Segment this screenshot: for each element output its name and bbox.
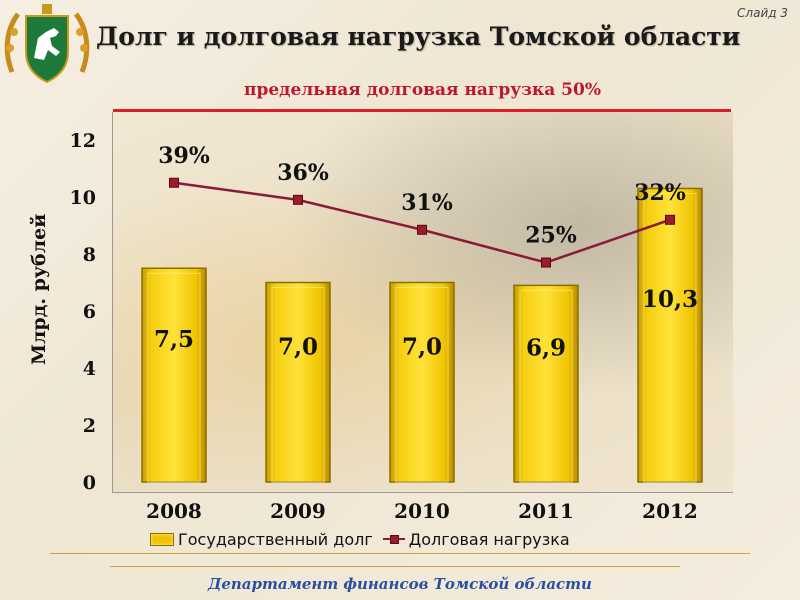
y-tick-label: 4 bbox=[83, 358, 96, 380]
debt-limit-line bbox=[113, 109, 731, 112]
debt-limit-text: предельная долговая нагрузка 50% bbox=[244, 80, 601, 100]
bar-inner-highlight bbox=[395, 287, 449, 483]
bar-value-label: 7,5 bbox=[154, 326, 194, 353]
load-marker bbox=[417, 224, 427, 235]
y-tick-label: 6 bbox=[83, 301, 96, 323]
y-tick-label: 8 bbox=[83, 244, 96, 266]
slide-number: Слайд 3 bbox=[737, 6, 788, 20]
bar-value-label: 6,9 bbox=[526, 335, 566, 362]
y-tick-label: 10 bbox=[70, 187, 96, 209]
legend-item-load: Долговая нагрузка bbox=[382, 529, 570, 549]
laurel-wreath-icon bbox=[4, 12, 90, 73]
load-value-label: 32% bbox=[634, 180, 686, 206]
bar-inner-highlight bbox=[643, 192, 697, 483]
legend-item-debt: Государственный долг bbox=[150, 530, 373, 549]
load-value-label: 36% bbox=[277, 160, 329, 186]
page-title: Долг и долговая нагрузка Томской области bbox=[96, 22, 741, 51]
bar bbox=[637, 187, 703, 483]
legend-label-debt: Государственный долг bbox=[178, 529, 373, 549]
x-tick-label: 2011 bbox=[518, 499, 574, 523]
legend-label-load: Долговая нагрузка bbox=[408, 529, 570, 549]
legend-swatch-line bbox=[382, 533, 405, 545]
bar-inner-highlight bbox=[147, 272, 201, 483]
load-marker bbox=[541, 257, 551, 268]
footer-divider-top bbox=[50, 553, 750, 554]
load-marker bbox=[169, 177, 179, 188]
bar-value-label: 7,0 bbox=[402, 333, 442, 360]
legend-swatch-bar bbox=[150, 532, 174, 546]
tomsk-emblem bbox=[4, 4, 90, 84]
x-tick-label: 2009 bbox=[270, 499, 326, 523]
load-marker bbox=[293, 194, 303, 205]
load-value-label: 25% bbox=[525, 223, 577, 249]
footer-divider-bottom bbox=[110, 566, 680, 567]
bar bbox=[513, 284, 579, 483]
bar-value-label: 7,0 bbox=[278, 333, 318, 360]
y-tick-label: 12 bbox=[70, 130, 96, 152]
bar bbox=[265, 281, 331, 483]
footer-department: Департамент финансов Томской области bbox=[208, 575, 592, 593]
y-axis-label: Млрд. рублей bbox=[28, 213, 50, 365]
bar-value-label: 10,3 bbox=[642, 286, 698, 313]
y-tick-label: 2 bbox=[83, 415, 96, 437]
chart-legend: Государственный долг Долговая нагрузка bbox=[150, 528, 570, 550]
x-tick-label: 2010 bbox=[394, 499, 450, 523]
bar bbox=[141, 267, 207, 483]
x-tick-label: 2012 bbox=[642, 499, 698, 523]
load-value-label: 31% bbox=[401, 190, 453, 216]
bar bbox=[389, 281, 455, 483]
load-value-label: 39% bbox=[158, 143, 210, 169]
y-tick-label: 0 bbox=[83, 472, 96, 494]
load-marker bbox=[665, 214, 675, 225]
bar-inner-highlight bbox=[271, 287, 325, 483]
x-tick-label: 2008 bbox=[146, 499, 202, 523]
bar-inner-highlight bbox=[519, 289, 573, 483]
